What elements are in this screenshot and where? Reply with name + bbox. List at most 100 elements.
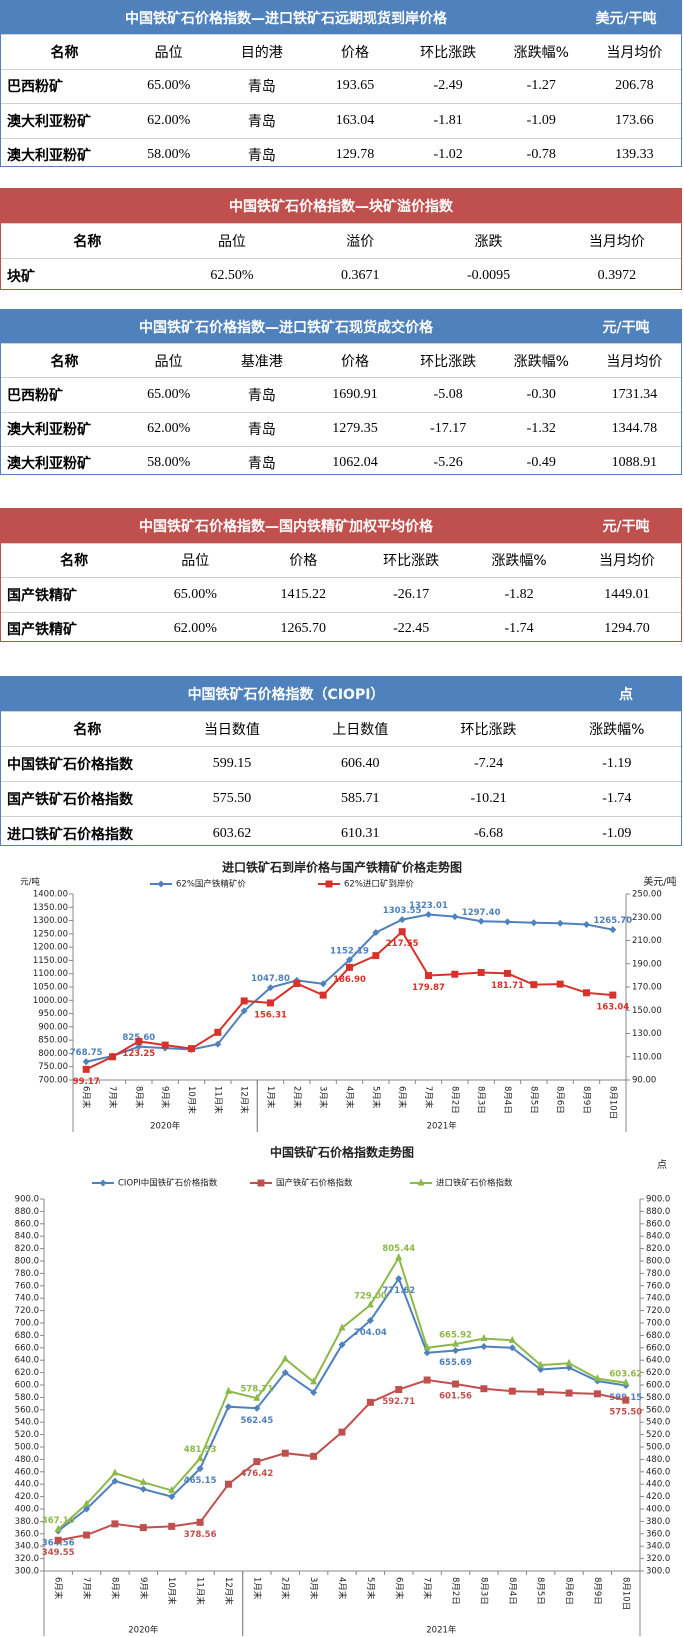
y2-tick-label: 800.0: [646, 1257, 670, 1267]
table-cell: 澳大利亚粉矿: [7, 457, 91, 473]
table: 中国铁矿石价格指数（CIOPI） 点名称 当日数值 上日数值 环比涨跌 涨跌幅% 中国铁矿石…: [0, 676, 682, 846]
table-row: 进口铁矿石价格指数 603.62 610.31 -6.68 -1.09: [1, 816, 681, 851]
point: [452, 1346, 460, 1354]
point: [253, 1458, 261, 1466]
data-label: 1265.70: [593, 916, 632, 926]
header-cell: 涨跌: [474, 234, 503, 250]
table-cell: -1.74: [602, 791, 632, 806]
y-tick-label: 520.0: [15, 1430, 39, 1440]
table-cell: 0.3972: [597, 268, 637, 283]
point: [310, 1452, 318, 1460]
table-cell: 1449.01: [604, 586, 650, 602]
table-cell: 62.50%: [210, 268, 254, 283]
x-tick-label: 8月5日: [528, 1086, 538, 1114]
point: [504, 918, 511, 926]
y2-tick-label: 90.00: [632, 1076, 656, 1086]
point: [537, 1366, 545, 1373]
y2-tick-label: 420.0: [646, 1492, 670, 1502]
y2-tick-label: 340.0: [646, 1542, 670, 1552]
x-tick-label: 7月末: [107, 1086, 118, 1109]
data-label: 704.04: [354, 1328, 387, 1338]
point: [508, 1335, 516, 1343]
y-tick-label: 720.0: [15, 1306, 39, 1316]
y2-tick-label: 150.00: [632, 1006, 662, 1016]
header-cell: 名称: [73, 234, 102, 250]
y2-tick-label: 900.0: [646, 1195, 670, 1205]
x-tick-label: 12月末: [239, 1086, 250, 1114]
data-label: 1152.19: [330, 946, 369, 956]
y2-tick-label: 860.0: [646, 1219, 670, 1229]
table-row: 澳大利亚粉矿 62.00% 青岛 163.04 -1.81 -1.09 173.66: [1, 103, 681, 137]
y-tick-label: 700.0: [15, 1319, 39, 1329]
table-row: 国产铁矿石价格指数 575.50 585.71 -10.21 -1.74: [1, 781, 681, 816]
table-cell: -1.02: [433, 147, 463, 163]
y-tick-label: 840.0: [15, 1232, 39, 1242]
table-cell: -5.08: [433, 386, 463, 402]
table-cell: 1731.34: [611, 386, 658, 402]
table-cell: 澳大利亚粉矿: [7, 423, 91, 439]
legend-marker: [157, 880, 165, 888]
table-cell: 206.78: [615, 78, 654, 94]
x-tick-label: 8月3日: [478, 1577, 488, 1605]
y-tick-label: 560.0: [15, 1405, 39, 1415]
y-tick-label: 1150.00: [33, 956, 68, 966]
y2-tick-label: 500.0: [646, 1443, 670, 1453]
point: [196, 1518, 204, 1526]
y2-tick-label: 760.0: [646, 1281, 670, 1291]
x-tick-label: 8月3日: [476, 1086, 486, 1114]
y2-tick-label: 110.00: [632, 1052, 662, 1062]
series-line: [57, 1276, 626, 1532]
x-tick-label: 8月6日: [555, 1086, 565, 1114]
point: [366, 1300, 374, 1308]
legend-marker: [325, 880, 333, 888]
point: [477, 968, 485, 976]
table-cell: -0.78: [526, 147, 556, 163]
x-tick-label: 8月10日: [607, 1086, 617, 1119]
x-tick-label: 1月末: [265, 1086, 276, 1109]
table-cell: 青岛: [247, 149, 276, 165]
point: [395, 1275, 403, 1283]
y-tick-label: 800.0: [15, 1257, 39, 1267]
y-tick-label: 640.0: [15, 1356, 39, 1366]
table-title: 中国铁矿石价格指数—进口铁矿石远期现货到岸价格: [125, 10, 447, 27]
x-tick-label: 8月9日: [581, 1086, 591, 1114]
header-row: 名称 品位 溢价 涨跌 当月均价: [1, 223, 681, 258]
table-cell: 国产铁矿石价格指数: [7, 793, 133, 808]
table-cell: -17.17: [430, 421, 467, 437]
point: [425, 972, 432, 980]
table-title-bar: 中国铁矿石价格指数—国内铁精矿加权平均价格 元/干吨: [1, 509, 681, 543]
table-cell: -1.09: [526, 112, 556, 128]
header-cell: 当月均价: [599, 553, 656, 570]
point: [556, 919, 564, 927]
table-unit: 元/干吨: [602, 319, 650, 336]
table-row: 国产铁精矿 62.00% 1265.70 -22.45 -1.74 1294.70: [1, 611, 681, 647]
header-cell: 基准港: [240, 353, 283, 370]
data-label: 592.71: [382, 1397, 415, 1407]
point: [240, 1007, 248, 1015]
x-tick-label: 6月末: [393, 1577, 404, 1600]
x-tick-label: 8月9日: [592, 1577, 602, 1605]
x-tick-label: 11月末: [195, 1577, 206, 1605]
table-row: 巴西粉矿 65.00% 青岛 193.65 -2.49 -1.27 206.78: [1, 68, 681, 103]
y2-tick-label: 880.0: [646, 1207, 670, 1217]
data-label: 465.15: [184, 1476, 217, 1486]
table-title-bar: 中国铁矿石价格指数（CIOPI） 点: [1, 677, 681, 711]
y2-tick-label: 190.00: [632, 959, 662, 969]
data-label: 729.00: [354, 1292, 387, 1302]
table-cell: 1294.70: [604, 621, 650, 637]
point: [224, 1386, 232, 1394]
header-cell: 环比涨跌: [383, 553, 440, 570]
table-cell: 1344.78: [611, 421, 658, 437]
x-tick-label: 6月末: [397, 1086, 408, 1109]
point: [319, 980, 327, 988]
data-label: 217.55: [386, 939, 419, 949]
point: [423, 1343, 431, 1351]
data-label: 349.55: [42, 1548, 75, 1558]
y-tick-label: 800.00: [38, 1049, 68, 1059]
point: [267, 984, 274, 992]
legend-marker: [99, 1179, 107, 1187]
header-cell: 品位: [154, 353, 183, 370]
data-label: 601.56: [439, 1392, 472, 1402]
point: [398, 916, 406, 924]
